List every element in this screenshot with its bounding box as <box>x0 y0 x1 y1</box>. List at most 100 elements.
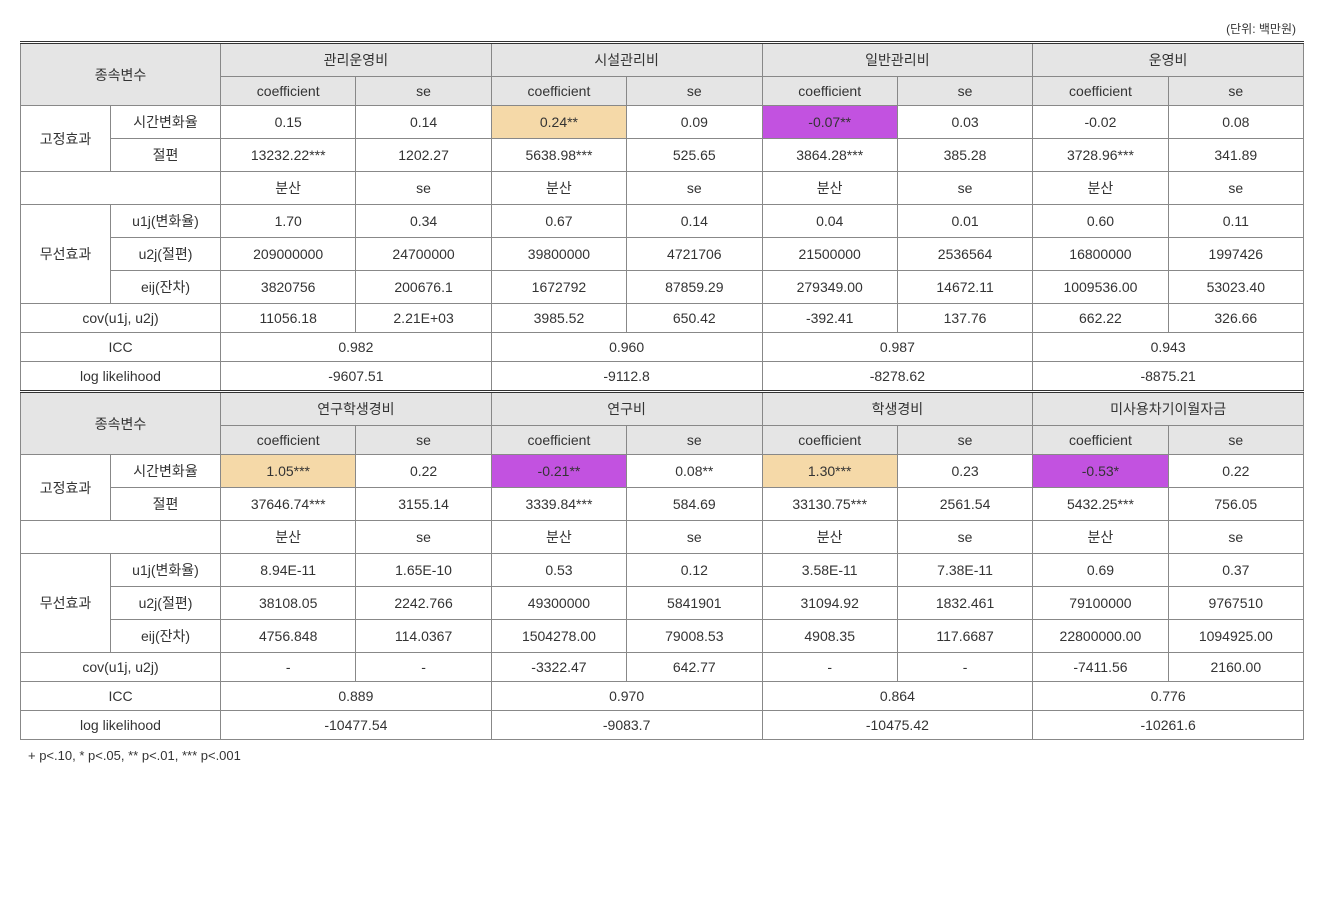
cell: 79008.53 <box>627 620 762 653</box>
cell: 3820756 <box>221 271 356 304</box>
cell: 33130.75*** <box>762 488 897 521</box>
cell: 137.76 <box>897 304 1032 333</box>
cell: 0.08 <box>1168 106 1303 139</box>
cell: 39800000 <box>491 238 626 271</box>
cell: 87859.29 <box>627 271 762 304</box>
sub-header: se <box>627 426 762 455</box>
row-label: eij(잔차) <box>111 271 221 304</box>
cell: -9607.51 <box>221 362 492 392</box>
col-header: 시설관리비 <box>491 43 762 77</box>
cell: 22800000.00 <box>1033 620 1168 653</box>
row-label: u2j(절편) <box>111 238 221 271</box>
cell: 0.864 <box>762 682 1033 711</box>
sub-header: se <box>356 521 491 554</box>
cell: 21500000 <box>762 238 897 271</box>
cell: - <box>762 653 897 682</box>
sub-header: 분산 <box>221 521 356 554</box>
cell: 1.65E-10 <box>356 554 491 587</box>
col-header: 연구학생경비 <box>221 392 492 426</box>
cell: 7.38E-11 <box>897 554 1032 587</box>
cell: 0.987 <box>762 333 1033 362</box>
cell: 0.03 <box>897 106 1032 139</box>
cell: 1009536.00 <box>1033 271 1168 304</box>
cell: 200676.1 <box>356 271 491 304</box>
cell: - <box>221 653 356 682</box>
cell: 0.982 <box>221 333 492 362</box>
cell: 1.70 <box>221 205 356 238</box>
cell: 4908.35 <box>762 620 897 653</box>
cell: 1094925.00 <box>1168 620 1303 653</box>
row-group: 무선효과 <box>21 554 111 653</box>
sub-header: 분산 <box>1033 521 1168 554</box>
sub-header: 분산 <box>491 521 626 554</box>
cell: 0.14 <box>356 106 491 139</box>
col-header: 운영비 <box>1033 43 1304 77</box>
col-header: 관리운영비 <box>221 43 492 77</box>
row-label: cov(u1j, u2j) <box>21 304 221 333</box>
cell: 326.66 <box>1168 304 1303 333</box>
cell: 4721706 <box>627 238 762 271</box>
cell: 0.970 <box>491 682 762 711</box>
col-header: 학생경비 <box>762 392 1033 426</box>
cell: -8278.62 <box>762 362 1033 392</box>
row-label: 절편 <box>111 488 221 521</box>
cell: 0.67 <box>491 205 626 238</box>
cell: -0.53* <box>1033 455 1168 488</box>
cell: 0.11 <box>1168 205 1303 238</box>
cell: 37646.74*** <box>221 488 356 521</box>
cell: 3155.14 <box>356 488 491 521</box>
cell: - <box>356 653 491 682</box>
sub-header: se <box>897 77 1032 106</box>
cell: 2160.00 <box>1168 653 1303 682</box>
cell: -3322.47 <box>491 653 626 682</box>
dep-var-header: 종속변수 <box>21 392 221 455</box>
col-header: 일반관리비 <box>762 43 1033 77</box>
row-label: u2j(절편) <box>111 587 221 620</box>
row-label: u1j(변화율) <box>111 205 221 238</box>
cell: 1202.27 <box>356 139 491 172</box>
footnote: + p<.10, * p<.05, ** p<.01, *** p<.001 <box>20 748 1304 763</box>
cell: 0.01 <box>897 205 1032 238</box>
row-label: cov(u1j, u2j) <box>21 653 221 682</box>
sub-header: 분산 <box>762 172 897 205</box>
cell: 14672.11 <box>897 271 1032 304</box>
row-label: 절편 <box>111 139 221 172</box>
cell: 0.37 <box>1168 554 1303 587</box>
row-label: ICC <box>21 333 221 362</box>
cell: -9112.8 <box>491 362 762 392</box>
cell: 1.30*** <box>762 455 897 488</box>
cell: - <box>897 653 1032 682</box>
cell: -0.02 <box>1033 106 1168 139</box>
row-label: log likelihood <box>21 362 221 392</box>
cell: 0.943 <box>1033 333 1304 362</box>
cell: 385.28 <box>897 139 1032 172</box>
row-group: 무선효과 <box>21 205 111 304</box>
cell: 0.12 <box>627 554 762 587</box>
cell: 24700000 <box>356 238 491 271</box>
cell: -0.21** <box>491 455 626 488</box>
sub-header: se <box>356 77 491 106</box>
cell: -392.41 <box>762 304 897 333</box>
cell: 0.04 <box>762 205 897 238</box>
sub-header: se <box>627 77 762 106</box>
row-label: u1j(변화율) <box>111 554 221 587</box>
sub-header: coefficient <box>1033 77 1168 106</box>
cell: 13232.22*** <box>221 139 356 172</box>
empty-cell <box>21 172 221 205</box>
row-label: 시간변화율 <box>111 455 221 488</box>
cell: 9767510 <box>1168 587 1303 620</box>
cell: 31094.92 <box>762 587 897 620</box>
cell: -10475.42 <box>762 711 1033 740</box>
cell: 117.6687 <box>897 620 1032 653</box>
cell: 0.60 <box>1033 205 1168 238</box>
cell: 642.77 <box>627 653 762 682</box>
row-label: log likelihood <box>21 711 221 740</box>
cell: 0.14 <box>627 205 762 238</box>
cell: 756.05 <box>1168 488 1303 521</box>
sub-header: coefficient <box>1033 426 1168 455</box>
sub-header: coefficient <box>221 77 356 106</box>
cell: 1672792 <box>491 271 626 304</box>
cell: 16800000 <box>1033 238 1168 271</box>
sub-header: se <box>627 172 762 205</box>
cell: 114.0367 <box>356 620 491 653</box>
